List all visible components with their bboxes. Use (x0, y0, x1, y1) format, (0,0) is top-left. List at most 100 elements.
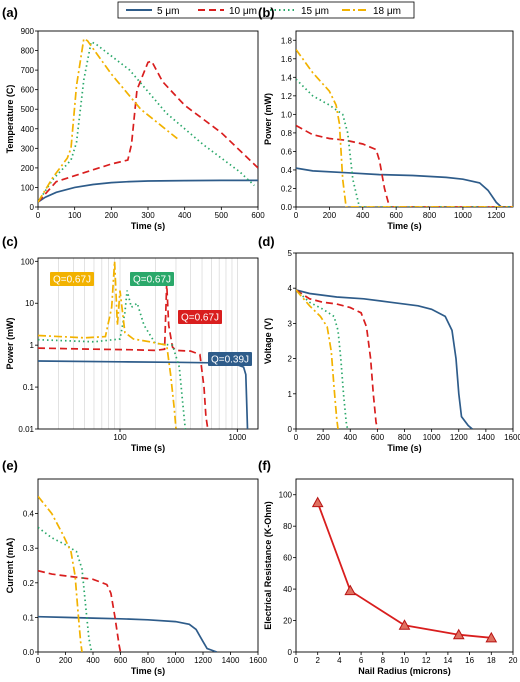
series-line-1 (38, 283, 209, 429)
series-line-2 (38, 526, 93, 652)
legend: 5 μm 10 μm 15 μm 18 μm (117, 1, 415, 19)
series-line-0 (38, 615, 218, 652)
annotation-3: Q=0.39J (208, 352, 252, 366)
y-tick-label: 1.6 (281, 55, 293, 64)
x-tick-label: 0 (294, 433, 299, 442)
y-tick-label: 0.01 (18, 425, 34, 434)
x-tick-label: 800 (423, 211, 437, 220)
y-tick-label: 2 (288, 355, 293, 364)
y-tick-label: 0 (30, 203, 35, 212)
x-tick-label: 1000 (423, 433, 441, 442)
x-axis-label: Time (s) (131, 443, 165, 453)
legend-frame (117, 1, 415, 19)
y-tick-label: 1.2 (281, 92, 293, 101)
annotation-1: Q=0.67J (130, 272, 174, 286)
axes-frame (37, 257, 259, 430)
y-tick-label: 700 (21, 66, 35, 75)
series-line-0 (38, 360, 249, 429)
series-line-0 (296, 167, 513, 207)
series-line-3 (38, 261, 177, 429)
x-tick-label: 0 (294, 211, 299, 220)
y-axis-label: Temperature (C) (5, 85, 15, 154)
x-tick-label: 300 (141, 211, 155, 220)
x-tick-label: 100 (68, 211, 82, 220)
legend-item-0: 5 μm (126, 6, 179, 17)
panel-label: (a) (2, 5, 18, 20)
x-tick-label: 1600 (249, 656, 267, 665)
y-tick-label: 60 (283, 554, 292, 563)
y-axis-label: Power (mW) (263, 93, 273, 145)
y-tick-label: 0 (288, 425, 293, 434)
y-tick-label: 1.4 (281, 73, 293, 82)
panel-label: (e) (2, 458, 18, 473)
x-tick-label: 200 (59, 656, 73, 665)
series-line-1 (296, 124, 513, 207)
y-tick-label: 100 (279, 491, 293, 500)
series-line-0 (38, 179, 258, 203)
y-axis-label: Current (mA) (5, 538, 15, 594)
series-line-3 (296, 49, 513, 207)
data-point (311, 496, 324, 508)
annotation-box (178, 310, 222, 324)
y-tick-label: 0.4 (23, 510, 35, 519)
panel-a: (a) 0 100 200 300 400 500 600 0 100 200 300 400 500 60… (2, 5, 265, 231)
x-tick-label: 500 (215, 211, 229, 220)
x-tick-label: 200 (316, 433, 330, 442)
y-tick-label: 0.3 (23, 544, 35, 553)
y-tick-label: 4 (288, 284, 293, 293)
x-tick-label: 400 (178, 211, 192, 220)
series-line-2 (296, 289, 349, 429)
x-tick-label: 4 (337, 656, 342, 665)
y-tick-label: 100 (21, 257, 35, 266)
legend-item-1: 10 μm (198, 6, 257, 17)
x-tick-label: 400 (86, 656, 100, 665)
log-gridlines (37, 258, 238, 429)
y-axis-label: Power (mW) (5, 317, 15, 369)
x-axis-label: Nail Radius (microns) (358, 666, 451, 676)
x-tick-label: 1000 (167, 656, 185, 665)
panel-d: (d) 0 200 400 600 800 1000 1200 1400 1600 0 1 2 3 4 5 Ti… (258, 234, 520, 453)
legend-item-2: 15 μm (270, 6, 329, 17)
series-line-2 (296, 78, 513, 207)
y-axis-label: Electrical Resistance (K-Ohm) (263, 501, 273, 630)
x-tick-label: 1600 (504, 433, 520, 442)
y-tick-label: 3 (288, 319, 293, 328)
y-tick-label: 0.1 (23, 613, 35, 622)
axes-frame (37, 478, 259, 653)
x-tick-label: 20 (509, 656, 518, 665)
panel-f: (f) 0 2 4 6 8 10 12 14 16 18 20 0 20 40 60 80 100 Nail Rad… (258, 458, 518, 676)
y-tick-label: 300 (21, 144, 35, 153)
y-tick-label: 0 (288, 648, 293, 657)
x-tick-label: 2 (315, 656, 320, 665)
series-line-1 (38, 60, 258, 203)
series-line-0 (296, 289, 473, 429)
panel-label: (d) (258, 234, 275, 249)
annotation-0: Q=0.67J (50, 272, 94, 286)
panel-label: (c) (2, 234, 18, 249)
legend-label: 18 μm (373, 6, 401, 17)
x-tick-label: 14 (443, 656, 452, 665)
x-tick-label: 10 (400, 656, 409, 665)
y-tick-label: 10 (25, 299, 34, 308)
y-tick-label: 1.0 (281, 110, 293, 119)
panel-label: (b) (258, 5, 275, 20)
x-tick-label: 1000 (228, 433, 246, 442)
x-tick-label: 12 (422, 656, 431, 665)
series-line (316, 502, 492, 639)
x-tick-label: 1200 (450, 433, 468, 442)
x-tick-label: 400 (356, 211, 370, 220)
y-tick-label: 100 (21, 183, 35, 192)
series-line-3 (38, 495, 83, 652)
axes-frame (295, 252, 514, 430)
x-tick-label: 600 (114, 656, 128, 665)
series-line-2 (38, 40, 255, 203)
annotation-text: Q=0.67J (181, 313, 219, 324)
y-tick-label: 20 (283, 617, 292, 626)
legend-label: 15 μm (301, 6, 329, 17)
x-tick-label: 200 (105, 211, 119, 220)
series-line-3 (296, 289, 339, 429)
x-tick-label: 6 (359, 656, 364, 665)
x-axis-label: Time (s) (387, 443, 421, 453)
legend-label: 5 μm (157, 6, 179, 17)
